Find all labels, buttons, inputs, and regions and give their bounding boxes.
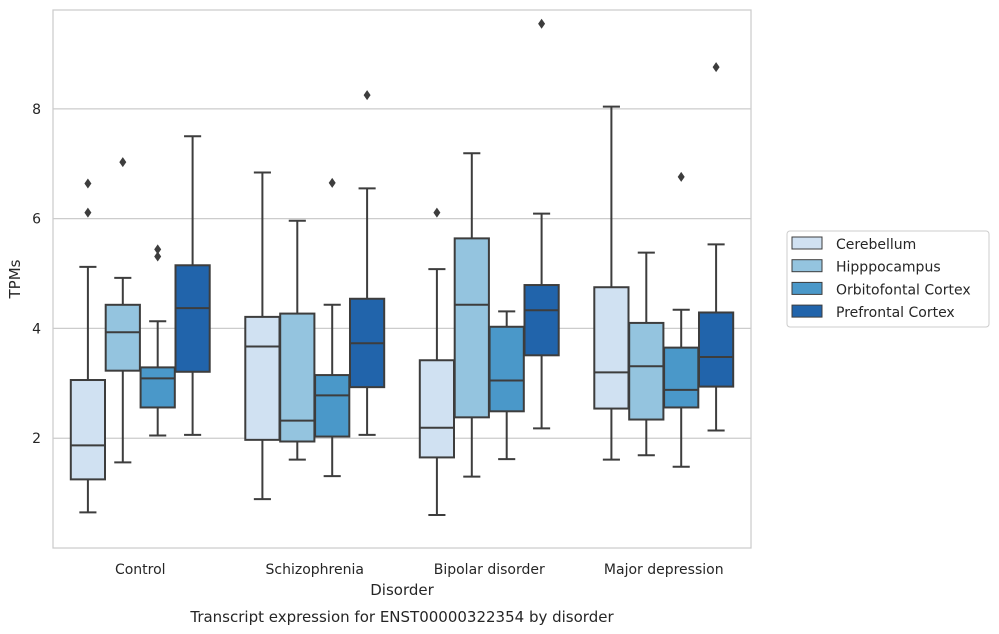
- box-iqr: [244, 315, 281, 441]
- legend-frame: [786, 230, 990, 328]
- legend-label: Hipppocampus: [836, 260, 941, 276]
- box-orbitofontal-cortex: [314, 177, 351, 478]
- x-tick-label: Schizophrenia: [266, 562, 364, 578]
- box-prefrontal-cortex: [348, 90, 386, 436]
- y-tick-label: 2: [32, 431, 41, 447]
- box-iqr: [453, 237, 490, 419]
- y-tick-label: 6: [32, 212, 41, 228]
- box-cerebellum: [244, 171, 281, 501]
- outlier-point: [154, 251, 162, 262]
- y-tick-label: 4: [32, 321, 41, 337]
- legend-swatch: [791, 281, 823, 295]
- box-orbitofontal-cortex: [488, 310, 525, 461]
- outlier-point: [328, 177, 336, 188]
- box-iqr: [104, 303, 141, 372]
- box-iqr: [488, 325, 525, 413]
- outlier-point: [712, 62, 720, 73]
- box-iqr: [628, 321, 665, 421]
- y-axis-title: TPMs: [6, 259, 24, 299]
- box-hipppocampus: [279, 219, 316, 461]
- x-tick-label: Bipolar disorder: [434, 562, 545, 578]
- box-iqr: [174, 264, 211, 373]
- box-iqr: [279, 312, 316, 443]
- outlier-point: [154, 244, 162, 255]
- box-iqr: [314, 374, 351, 438]
- legend-label: Prefrontal Cortex: [836, 305, 955, 321]
- y-tick-label: 8: [32, 102, 41, 118]
- box-hipppocampus: [628, 251, 665, 457]
- box-prefrontal-cortex: [523, 18, 560, 430]
- legend-swatch: [791, 259, 823, 273]
- box-iqr: [593, 286, 630, 410]
- box-iqr: [418, 359, 456, 459]
- legend-swatch: [791, 236, 823, 250]
- legend-swatch: [791, 304, 823, 318]
- outlier-point: [84, 178, 92, 189]
- box-prefrontal-cortex: [174, 135, 211, 436]
- legend: Cerebellum Hipppocampus Orbitofontal Corte…: [786, 230, 990, 328]
- box-iqr: [69, 379, 107, 481]
- box-iqr: [663, 346, 700, 409]
- x-tick-label: Control: [115, 562, 166, 578]
- box-plots: [69, 18, 735, 517]
- box-cerebellum: [69, 178, 107, 514]
- box-hipppocampus: [453, 152, 490, 478]
- outlier-point: [538, 18, 546, 29]
- legend-label: Orbitofontal Cortex: [836, 282, 971, 298]
- box-prefrontal-cortex: [697, 62, 735, 432]
- box-hipppocampus: [104, 157, 141, 464]
- box-orbitofontal-cortex: [139, 244, 176, 437]
- chart-caption: Transcript expression for ENST0000032235…: [189, 608, 614, 626]
- x-tick-label: Major depression: [604, 562, 724, 578]
- legend-label: Cerebellum: [836, 237, 916, 253]
- x-tick-labels: Control Schizophrenia Bipolar disorder Majo…: [115, 562, 724, 578]
- outlier-point: [677, 171, 685, 182]
- box-iqr: [523, 284, 560, 357]
- outlier-point: [119, 157, 127, 168]
- outlier-point: [433, 207, 441, 218]
- box-iqr: [139, 366, 176, 409]
- y-tick-labels: 2 4 6 8: [32, 102, 41, 447]
- box-orbitofontal-cortex: [663, 171, 700, 468]
- outlier-point: [84, 207, 92, 218]
- box-cerebellum: [418, 207, 456, 517]
- x-axis-title: Disorder: [370, 581, 434, 599]
- outlier-point: [363, 90, 371, 101]
- plot-frame: [52, 9, 752, 549]
- box-iqr: [697, 311, 735, 388]
- box-cerebellum: [593, 105, 630, 461]
